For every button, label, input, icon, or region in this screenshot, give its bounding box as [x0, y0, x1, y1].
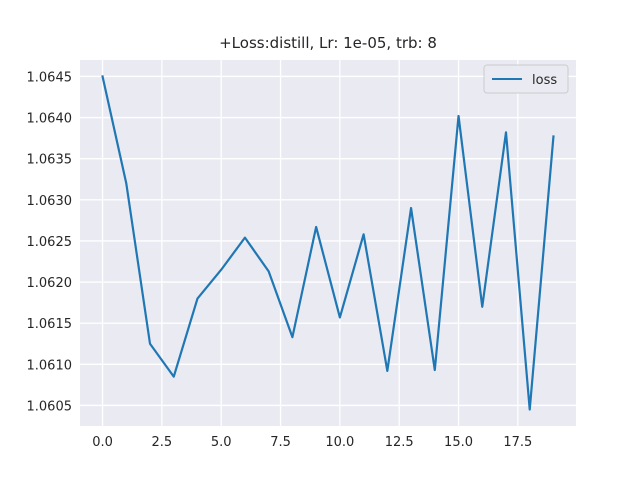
y-tick-label: 1.0625: [27, 235, 73, 250]
x-tick-label: 15.0: [444, 435, 473, 450]
x-axis: 0.0 2.5 5.0 7.5 10.0 12.5 15.0 17.5: [92, 435, 532, 450]
legend-box: [483, 64, 569, 94]
x-tick-label: 5.0: [211, 435, 232, 450]
series-layer: [101, 75, 555, 411]
y-tick-label: 1.0630: [27, 194, 73, 209]
y-axis: 1.0605 1.0610 1.0615 1.0620 1.0625 1.0630 1.06…: [27, 70, 73, 414]
plot-area: [80, 60, 576, 426]
series-line-loss: [101, 75, 555, 411]
legend-label-loss: loss: [532, 73, 557, 88]
x-tick-label: 0.0: [92, 435, 113, 450]
y-tick-label: 1.0640: [27, 112, 73, 127]
y-tick-label: 1.0620: [27, 276, 73, 291]
x-tick-label: 2.5: [152, 435, 173, 450]
x-tick-label: 7.5: [270, 435, 291, 450]
y-tick-label: 1.0605: [27, 399, 73, 414]
x-tick-label: 10.0: [325, 435, 354, 450]
y-tick-label: 1.0645: [27, 70, 73, 85]
grid: [80, 60, 576, 426]
x-tick-label: 12.5: [385, 435, 414, 450]
y-tick-label: 1.0635: [27, 153, 73, 168]
chart-title: +Loss:distill, Lr: 1e-05, trb: 8: [219, 34, 437, 52]
y-tick-label: 1.0610: [27, 358, 73, 373]
y-tick-label: 1.0615: [27, 317, 73, 332]
legend: loss: [483, 64, 569, 94]
x-tick-label: 17.5: [503, 435, 532, 450]
